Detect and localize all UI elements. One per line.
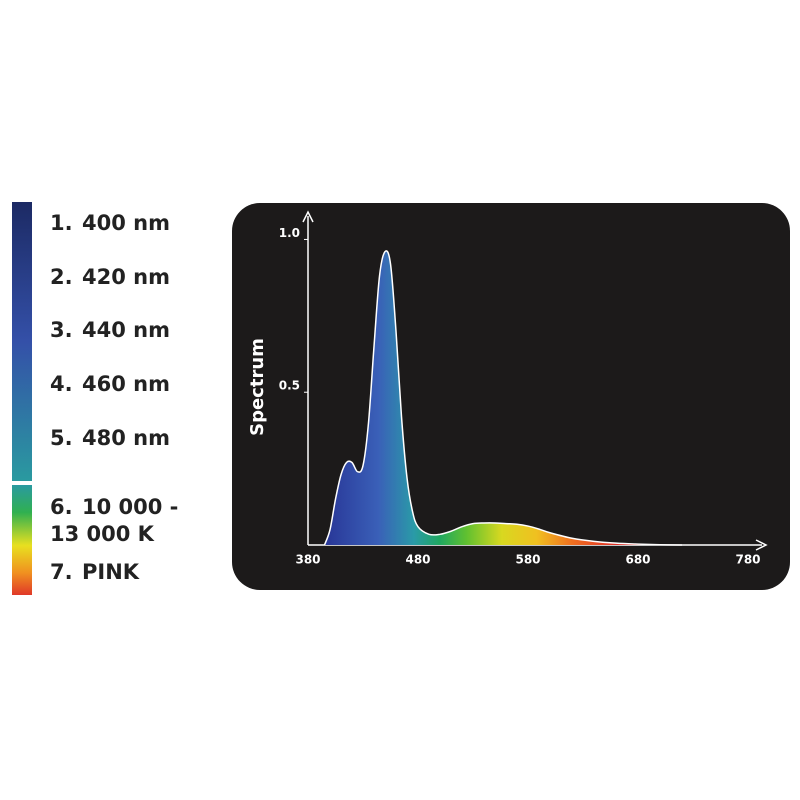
key-number: 4. [50, 372, 73, 396]
key-number: 5. [50, 426, 73, 450]
x-arrow [755, 539, 768, 551]
spectrum-line [323, 250, 683, 546]
x-tick-label: 480 [405, 553, 430, 567]
key-bar [12, 485, 32, 595]
key-label: 400 nm [82, 211, 170, 235]
key-label: 460 nm [82, 372, 170, 396]
key-label: 480 nm [82, 426, 170, 450]
key-number: 1. [50, 211, 73, 235]
key-number: 2. [50, 265, 73, 289]
key-number: 7. [50, 560, 73, 584]
key-label: 440 nm [82, 318, 170, 342]
x-tick-label: 580 [515, 553, 540, 567]
spectrum-area [324, 250, 682, 545]
x-tick-label: 780 [735, 553, 760, 567]
y-tick-label: 0.5 [279, 379, 300, 393]
key-label: 13 000 K [50, 522, 155, 546]
y-axis-label: Spectrum [247, 338, 268, 436]
key-label: 420 nm [82, 265, 170, 289]
key-bar [12, 202, 32, 481]
x-tick-label: 680 [625, 553, 650, 567]
y-tick-label: 1.0 [279, 226, 300, 240]
key-label: PINK [82, 560, 140, 584]
key-number: 6. [50, 495, 73, 519]
x-tick-label: 380 [295, 553, 320, 567]
key-number: 3. [50, 318, 73, 342]
key-label: 10 000 - [82, 495, 178, 519]
y-arrow [302, 210, 314, 223]
